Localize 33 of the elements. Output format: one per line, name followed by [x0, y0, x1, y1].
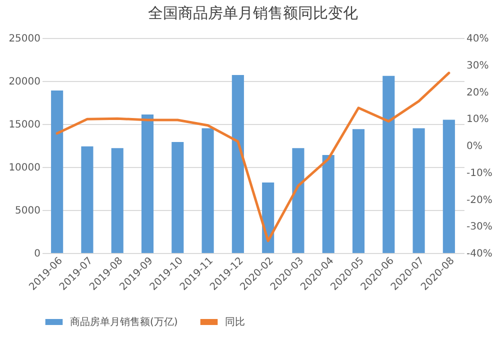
y2-tick-label: 0% — [466, 141, 482, 152]
bar — [352, 129, 365, 253]
y2-tick-label: 10% — [466, 114, 489, 126]
y2-tick-label: 30% — [466, 60, 489, 72]
bar — [412, 128, 425, 253]
bar — [262, 182, 274, 253]
legend-label: 商品房单月销售额(万亿) — [70, 316, 178, 328]
y-tick-label: 0 — [34, 248, 40, 260]
y2-tick-label: -30% — [466, 222, 492, 233]
bar — [322, 154, 334, 253]
y2-tick-label: 20% — [466, 87, 489, 98]
bar — [232, 74, 244, 253]
y2-tick-label: -40% — [466, 248, 492, 260]
bar — [111, 148, 124, 253]
y2-tick-label: -20% — [466, 194, 492, 206]
bar — [442, 120, 455, 253]
bar — [292, 148, 304, 253]
y2-tick-label: -10% — [466, 168, 492, 179]
y-tick-label: 5000 — [15, 206, 40, 216]
y-tick-label: 20000 — [8, 76, 40, 88]
y-tick-label: 15000 — [8, 120, 40, 130]
chart-title: 全国商品房单月销售额同比变化 — [148, 5, 358, 22]
bar — [382, 76, 395, 253]
bar — [202, 128, 214, 253]
bar — [51, 90, 64, 253]
bar — [172, 142, 184, 253]
bar — [141, 114, 154, 253]
y-tick-label: 25000 — [8, 34, 40, 44]
bar — [81, 146, 94, 253]
legend-label: 同比 — [225, 316, 245, 328]
y2-tick-label: 40% — [466, 34, 489, 44]
line-series — [56, 72, 450, 242]
y-tick-label: 10000 — [8, 162, 40, 174]
